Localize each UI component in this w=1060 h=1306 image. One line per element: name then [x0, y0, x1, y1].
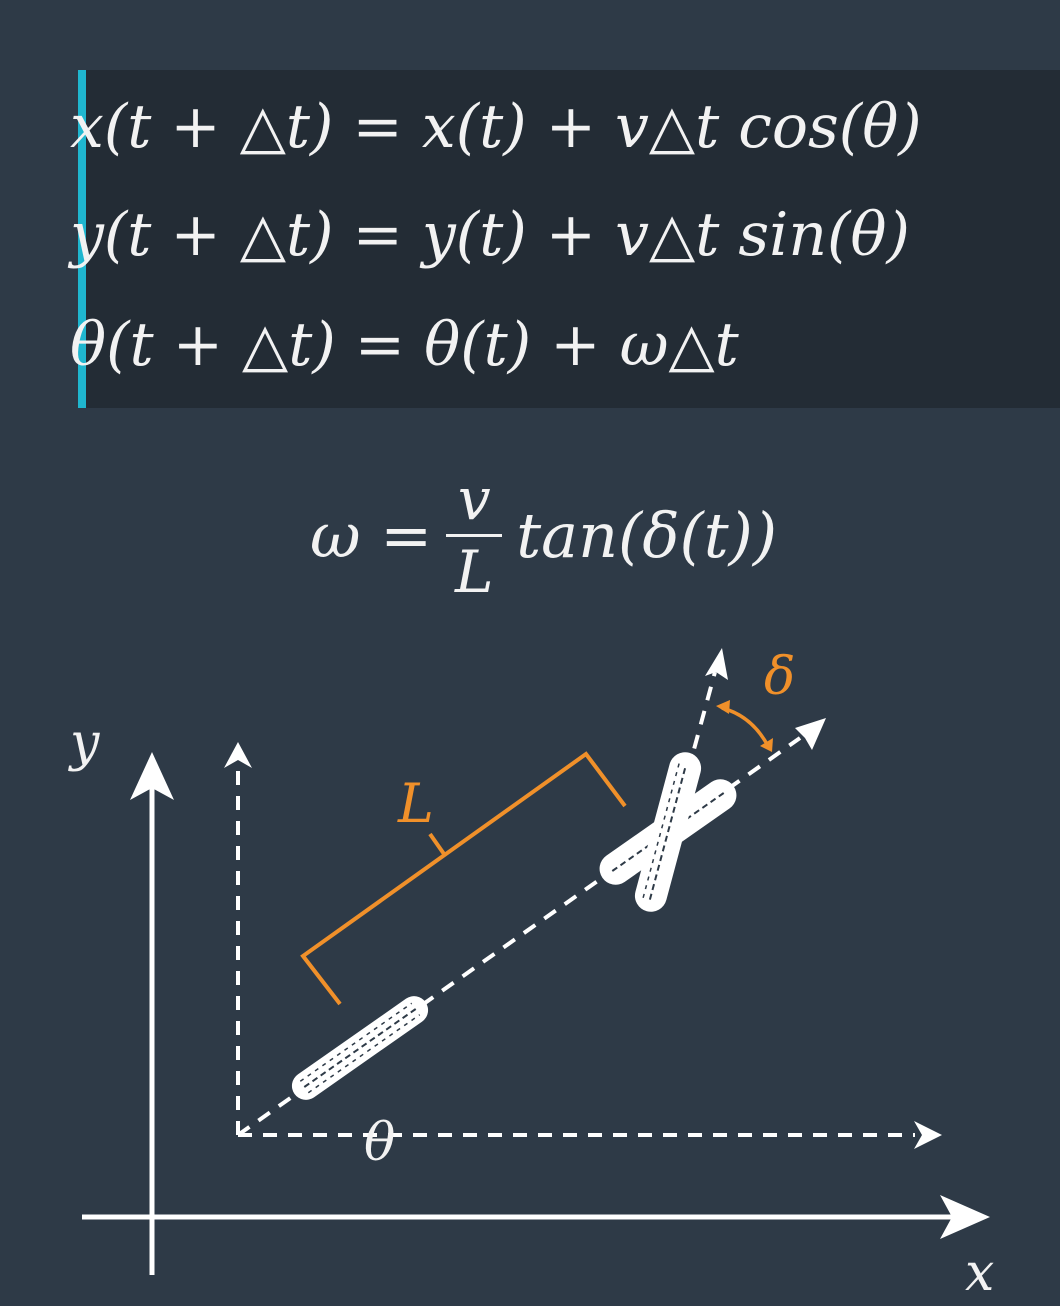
- local-y-axis-dashed: [224, 742, 252, 1135]
- omega-fraction: v L: [446, 465, 503, 606]
- y-axis-label: y: [68, 713, 100, 773]
- equation-theta-update: θ(t + △t) = θ(t) + ω△t: [70, 310, 739, 380]
- equation-x-update: x(t + △t) = x(t) + v△t cos(θ): [70, 92, 922, 162]
- kinematic-equations-box: [78, 70, 1060, 408]
- omega-equation: ω = v L tan(δ(t)): [310, 468, 777, 603]
- local-x-axis-dashed: [238, 1121, 942, 1149]
- omega-rhs: tan(δ(t)): [516, 499, 778, 572]
- steering-angle-label: δ: [764, 647, 795, 707]
- rear-wheel: [291, 996, 429, 1100]
- heading-line-dashed: [236, 718, 826, 1137]
- heading-angle-label: θ: [364, 1113, 395, 1173]
- equation-y-update: y(t + △t) = y(t) + v△t sin(θ): [70, 200, 910, 270]
- wheelbase-label: L: [397, 772, 434, 835]
- omega-lhs: ω =: [310, 499, 433, 572]
- front-wheel: [599, 752, 737, 912]
- fraction-numerator: v: [457, 465, 491, 533]
- fraction-bar: [446, 534, 503, 537]
- world-x-axis: [82, 1195, 990, 1239]
- world-y-axis: [130, 752, 174, 1275]
- wheelbase-bracket: [300, 751, 627, 1006]
- x-axis-label: x: [965, 1243, 994, 1303]
- fraction-denominator: L: [454, 538, 494, 606]
- steering-angle-arc: [716, 700, 773, 752]
